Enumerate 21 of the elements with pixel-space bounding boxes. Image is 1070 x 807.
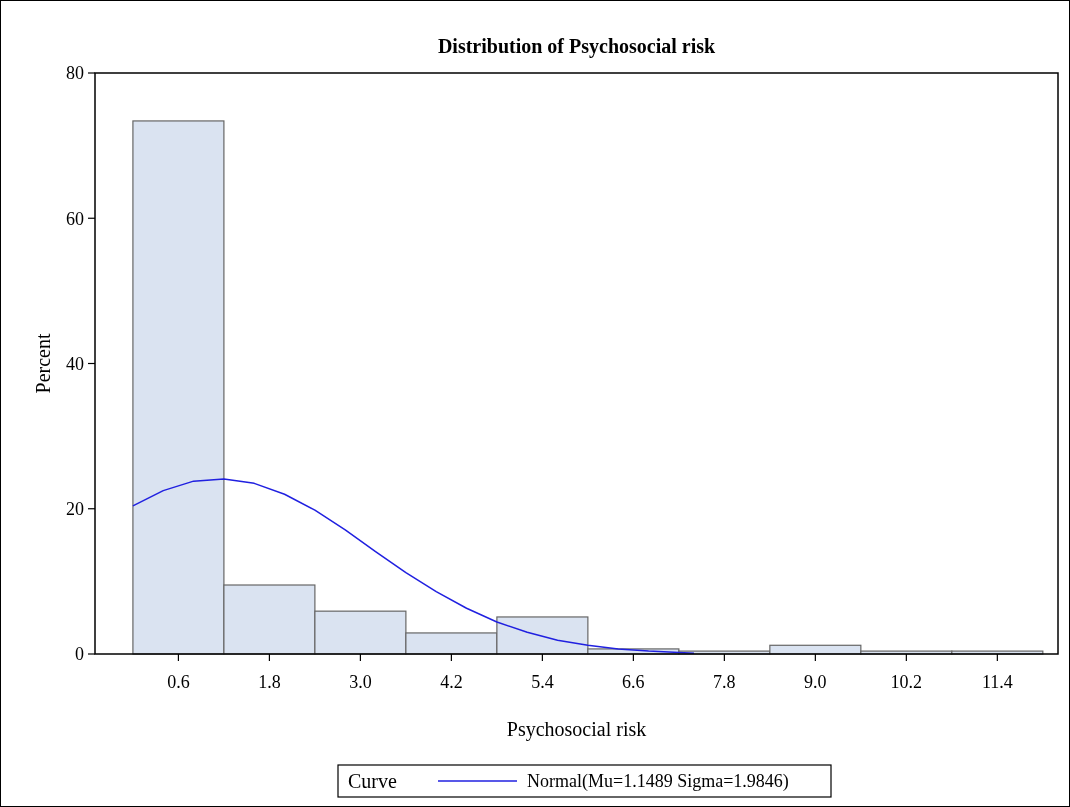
x-tick-label: 1.8 (258, 672, 281, 692)
y-tick-label: 40 (66, 353, 84, 374)
x-tick-label: 4.2 (440, 672, 463, 692)
legend-title: Curve (348, 770, 397, 792)
x-tick-label: 6.6 (622, 672, 645, 692)
y-axis-title: Percent (32, 333, 54, 394)
line-series (132, 478, 695, 655)
y-tick-label: 80 (66, 63, 84, 84)
y-tick-label: 20 (66, 499, 84, 520)
x-tick-label: 9.0 (804, 672, 827, 692)
y-tick-label: 0 (75, 644, 84, 665)
x-tick-label: 0.6 (167, 672, 190, 692)
x-axis-title: Psychosocial risk (506, 718, 647, 741)
x-tick-label: 10.2 (890, 672, 923, 692)
x-tick-label: 7.8 (713, 672, 736, 692)
x-tick-label: 11.4 (981, 672, 1013, 692)
chart-title: Distribution of Psychosocial risk (437, 35, 716, 58)
x-tick-label: 5.4 (531, 672, 554, 692)
y-tick-label: 60 (66, 208, 84, 229)
legend-label: Normal(Mu=1.1489 Sigma=1.9846) (527, 771, 789, 792)
x-tick-label: 3.0 (349, 672, 372, 692)
